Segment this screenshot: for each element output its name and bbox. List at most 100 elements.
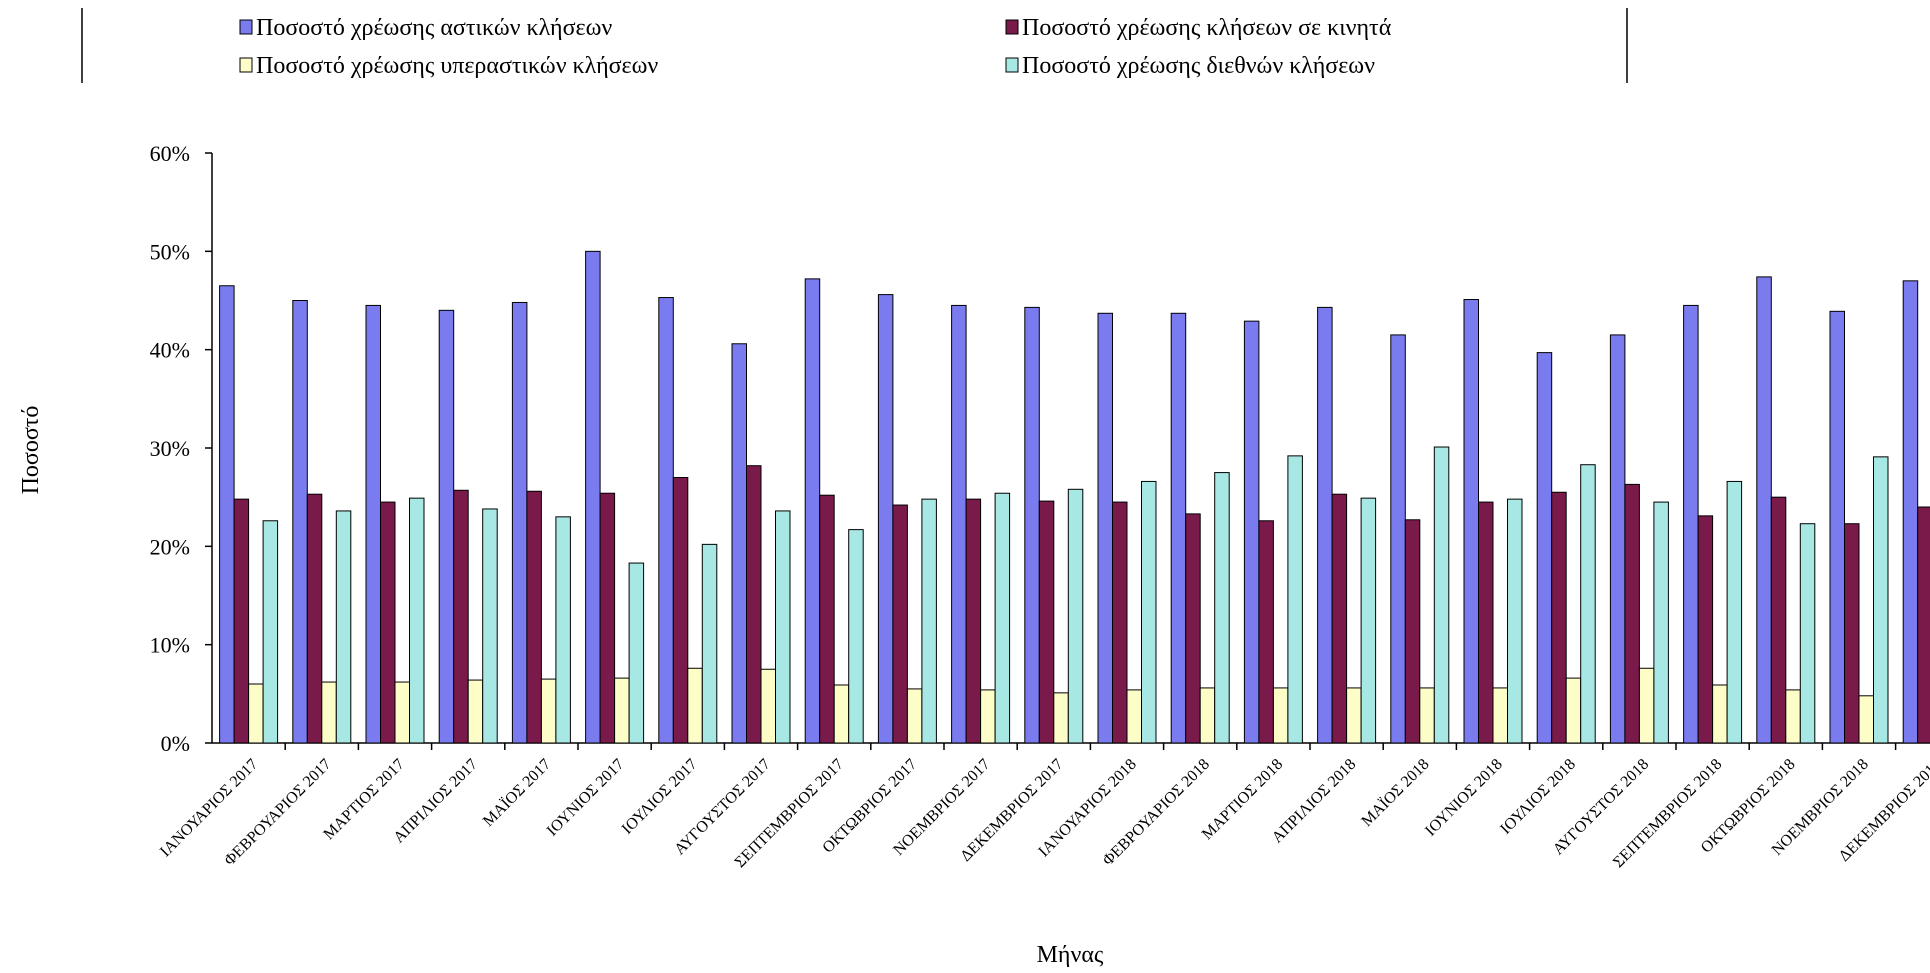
bar-urban <box>1536 352 1553 744</box>
bar-long-distance <box>467 679 484 744</box>
bar-mobile <box>1551 491 1567 744</box>
bar-international <box>1726 480 1743 744</box>
bar-international <box>1873 456 1889 744</box>
bar-international <box>1360 497 1377 744</box>
y-tick-label: 20% <box>150 534 190 559</box>
bar-international <box>1507 498 1523 744</box>
bar-international <box>1653 501 1669 744</box>
bar-urban <box>585 250 601 744</box>
y-tick-label: 0% <box>161 731 190 756</box>
y-tick-label: 60% <box>150 141 190 166</box>
bar-mobile <box>453 489 469 744</box>
bar-mobile <box>1185 513 1201 744</box>
bar-international <box>555 516 571 744</box>
legend-label-urban: Ποσοστό χρέωσης αστικών κλήσεων <box>256 15 612 41</box>
bar-long-distance <box>614 677 630 744</box>
bar-urban <box>951 304 967 744</box>
bar-long-distance <box>760 668 776 744</box>
bar-mobile <box>526 490 542 744</box>
y-axis-title: Ποσοστό <box>18 406 44 495</box>
bar-mobile <box>1917 506 1930 744</box>
bar-mobile <box>599 492 616 744</box>
bar-long-distance <box>1272 687 1289 744</box>
legend-item-mobile: Ποσοστό χρέωσης κλήσεων σε κινητά <box>1005 15 1392 41</box>
bar-urban <box>365 304 381 744</box>
bar-mobile <box>1258 520 1274 744</box>
bar-urban <box>1463 299 1479 744</box>
bar-mobile <box>306 493 323 744</box>
bar-international <box>1141 480 1157 744</box>
bar-mobile <box>1478 501 1494 744</box>
x-tick-label: ΙΟΥΛΙΟΣ 2017 <box>619 756 701 838</box>
bar-urban <box>1097 312 1113 744</box>
bar-long-distance <box>1492 687 1508 744</box>
bar-mobile <box>1038 500 1055 744</box>
bar-international <box>409 497 425 744</box>
bar-international <box>848 529 864 744</box>
bar-urban <box>877 294 894 744</box>
bar-international <box>994 492 1011 744</box>
bar-long-distance <box>394 681 410 744</box>
bar-long-distance <box>1199 687 1216 744</box>
bar-urban <box>1683 304 1699 744</box>
bar-mobile <box>672 477 689 744</box>
bar-long-distance <box>1126 689 1142 744</box>
bar-urban <box>1390 334 1406 744</box>
bar-mobile <box>380 501 396 744</box>
bar-international <box>1214 472 1230 744</box>
bar-international <box>701 543 718 744</box>
bar-mobile <box>746 465 762 744</box>
bar-long-distance <box>1346 687 1362 744</box>
legend-swatch-long-distance <box>239 57 253 73</box>
bar-long-distance <box>906 688 923 744</box>
plot-area: 0%10%20%30%40%50%60%ΙΑΝΟΥΑΡΙΟΣ 2017ΦΕΒΡΟ… <box>150 141 1930 871</box>
bar-mobile <box>1770 496 1787 744</box>
bar-urban <box>731 343 747 744</box>
bar-urban <box>1243 320 1260 744</box>
bar-long-distance <box>1712 684 1728 744</box>
bar-mobile <box>233 498 250 744</box>
bar-mobile <box>892 504 908 744</box>
y-tick-label: 50% <box>150 239 190 264</box>
bar-urban <box>1902 280 1919 744</box>
bar-long-distance <box>980 689 996 744</box>
legend-label-mobile: Ποσοστό χρέωσης κλήσεων σε κινητά <box>1022 15 1392 41</box>
bar-international <box>1433 446 1450 744</box>
legend-label-international: Ποσοστό χρέωσης διεθνών κλήσεων <box>1022 53 1375 79</box>
legend: Ποσοστό χρέωσης αστικών κλήσεων Ποσοστό … <box>239 15 1392 79</box>
bar-international <box>335 510 352 744</box>
bar-mobile <box>819 494 835 744</box>
x-tick-label: ΙΟΥΝΙΟΣ 2017 <box>544 756 628 840</box>
bar-long-distance <box>1419 687 1435 744</box>
bar-urban <box>1756 276 1772 744</box>
legend-label-long-distance: Ποσοστό χρέωσης υπεραστικών κλήσεων <box>256 53 658 79</box>
bar-mobile <box>1404 519 1421 744</box>
bar-international <box>262 520 279 744</box>
bar-long-distance <box>540 678 557 744</box>
bar-long-distance <box>1638 667 1655 744</box>
x-axis-title: Μήνας <box>1037 942 1104 968</box>
bar-international <box>1580 464 1596 744</box>
y-tick-label: 40% <box>150 338 190 363</box>
bar-long-distance <box>248 683 264 744</box>
bar-urban <box>511 301 528 744</box>
bar-international <box>1067 488 1084 744</box>
y-tick-label: 10% <box>150 633 190 658</box>
bar-international <box>1799 523 1816 744</box>
legend-swatch-international <box>1005 57 1019 73</box>
x-tick-label: ΜΑΪΟΣ 2017 <box>479 755 554 830</box>
bar-urban <box>1170 312 1187 744</box>
legend-item-long-distance: Ποσοστό χρέωσης υπεραστικών κλήσεων <box>239 53 658 79</box>
bar-international <box>921 498 937 744</box>
bar-urban <box>658 297 674 744</box>
bar-urban <box>1609 334 1626 744</box>
x-tick-label: ΙΟΥΝΙΟΣ 2018 <box>1422 756 1506 840</box>
bar-international <box>1287 455 1303 744</box>
bar-long-distance <box>321 681 337 744</box>
bar-long-distance <box>833 684 850 744</box>
bar-urban <box>1317 306 1333 744</box>
bar-international <box>628 562 645 744</box>
bar-mobile <box>965 498 982 744</box>
bar-mobile <box>1697 515 1714 744</box>
